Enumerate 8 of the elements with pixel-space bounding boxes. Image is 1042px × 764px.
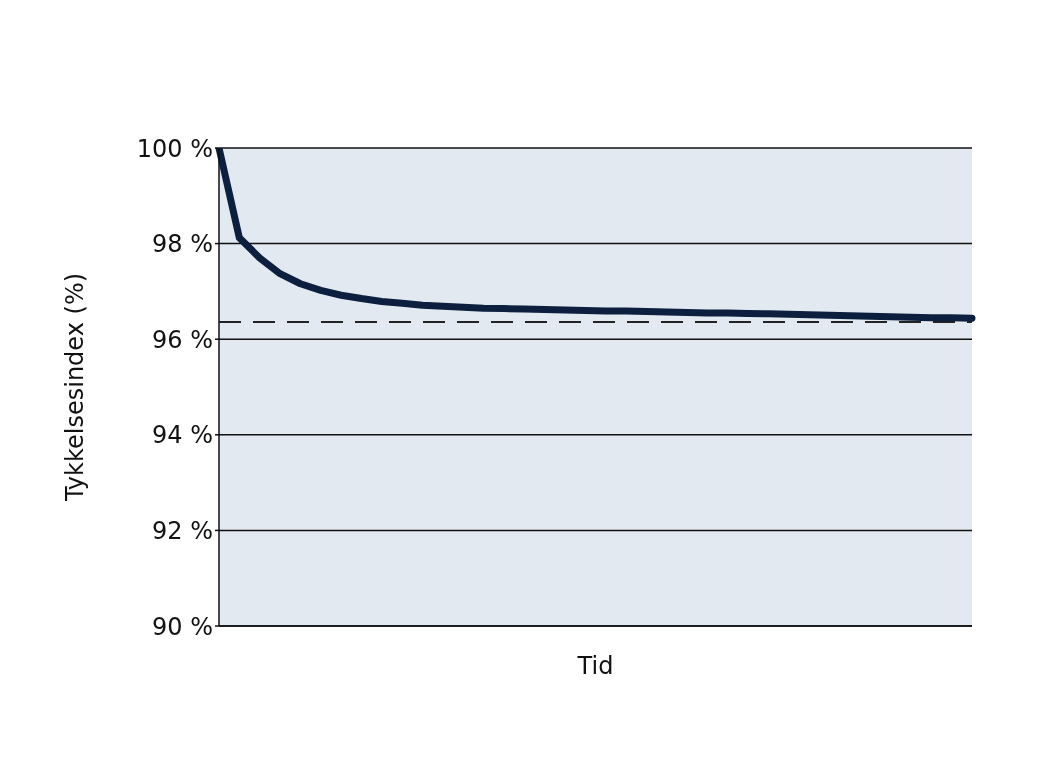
y-tick-label: 90 % (152, 612, 213, 641)
x-axis-title: Tid (576, 652, 614, 680)
y-tick-label: 94 % (152, 421, 213, 450)
y-tick-label: 100 % (136, 134, 213, 163)
y-tick-label: 92 % (152, 516, 213, 545)
y-tick-label: 98 % (152, 230, 213, 259)
y-axis-title: Tykkelsesindex (%) (60, 272, 89, 503)
y-tick-label: 96 % (152, 325, 213, 354)
